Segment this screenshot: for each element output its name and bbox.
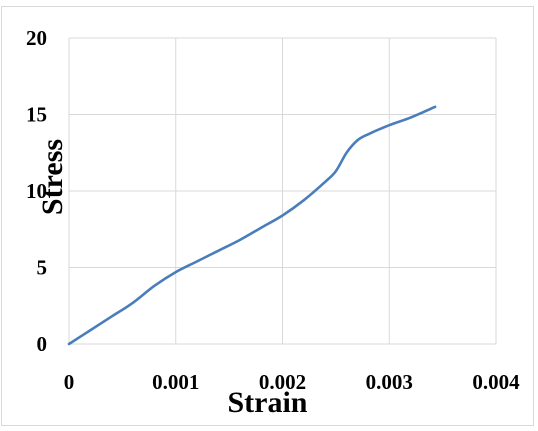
series-line: [67, 105, 437, 346]
tick-labels: 0 0.001 0.002 0.003 0.004 0 5 10 15 20: [26, 26, 520, 394]
gridlines: [68, 37, 497, 345]
x-tick-label: 0.001: [152, 370, 199, 394]
y-tick-label: 15: [26, 103, 47, 127]
y-tick-label: 20: [26, 26, 47, 50]
x-axis-title: Strain: [227, 386, 307, 419]
series-layer: [67, 105, 437, 346]
x-tick-label: 0.003: [366, 370, 413, 394]
x-tick-label: 0.004: [472, 370, 520, 394]
y-axis-title: Stress: [36, 139, 69, 215]
chart-area: 0 0.001 0.002 0.003 0.004 0 5 10 15 20 Strain Str…: [1, 6, 534, 426]
x-tick-label: 0.002: [259, 370, 306, 394]
x-tick-label: 0: [64, 370, 75, 394]
line-chart: 0 0.001 0.002 0.003 0.004 0 5 10 15 20 Strain Str…: [26, 26, 520, 419]
y-tick-label: 0: [37, 332, 48, 356]
y-tick-label: 5: [37, 256, 48, 280]
y-tick-label: 10: [26, 179, 47, 203]
